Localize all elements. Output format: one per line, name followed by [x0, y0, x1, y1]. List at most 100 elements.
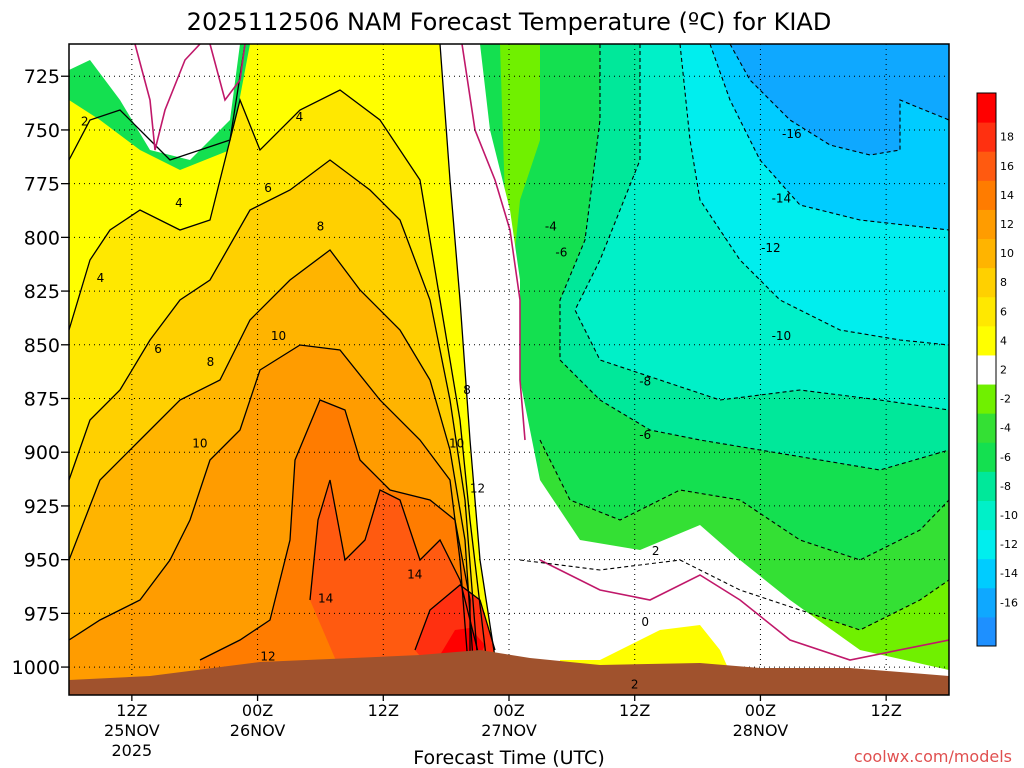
colorbar-label: 6: [1000, 305, 1007, 318]
band-minus-2: [480, 44, 540, 250]
colorbar-label: 4: [1000, 334, 1007, 347]
colorbar-label: 14: [1000, 189, 1014, 202]
contour-label: 4: [97, 271, 105, 285]
x-tick-year: 2025: [111, 741, 152, 760]
contour-label: 8: [317, 220, 325, 234]
colorbar-swatch: [977, 209, 996, 240]
y-tick-label: 900: [24, 442, 60, 464]
y-tick-label: 850: [24, 335, 60, 357]
colorbar-label: 16: [1000, 160, 1014, 173]
colorbar-swatch: [977, 529, 996, 560]
colorbar-swatch: [977, 442, 996, 472]
x-tick-label: 00Z: [493, 701, 524, 720]
contour-label: 4: [175, 196, 183, 210]
band-minus-16: [730, 44, 949, 155]
colorbar-frame: [976, 92, 997, 647]
x-tick-date: 25NOV: [104, 721, 160, 740]
colorbar-swatch: [977, 354, 996, 385]
x-tick-label: 00Z: [745, 701, 776, 720]
contour-label: 0: [641, 615, 649, 629]
colorbar-swatch: [977, 180, 996, 210]
x-tick-date: 27NOV: [481, 721, 537, 740]
contour-label: 14: [407, 568, 422, 582]
contour-label: 14: [318, 591, 333, 605]
contour-label: -6: [639, 428, 651, 442]
colorbar-swatch: [977, 587, 996, 618]
y-tick-label: 750: [24, 120, 60, 142]
colorbar-label: -12: [1000, 538, 1018, 551]
x-tick-date: 26NOV: [230, 721, 286, 740]
contour-label: 8: [207, 355, 215, 369]
x-tick-label: 12Z: [619, 701, 650, 720]
chart-title: 2025112506 NAM Forecast Temperature (ºC)…: [187, 8, 832, 36]
colorbar-label: 12: [1000, 218, 1014, 231]
colorbar-swatch: [977, 325, 996, 356]
contour-label: 12: [260, 649, 275, 663]
contour-label: 10: [271, 329, 286, 343]
colorbar-swatch: [977, 296, 996, 327]
colorbar-swatch: [977, 151, 996, 181]
x-tick-label: 12Z: [870, 701, 901, 720]
contour-labels: 2 4 4 4 6 6 8 8 10 10 8 10 12 14 14 12 -4 -6 -8 -6 2 0 2 -16 -14…: [81, 110, 802, 691]
contour-label: -10: [772, 329, 792, 343]
colorbar-swatch: [977, 558, 996, 589]
terrain-ground: [69, 650, 949, 695]
contour-label: 6: [264, 181, 272, 195]
colorbar-swatch: [977, 413, 996, 443]
contour-label: -14: [772, 192, 792, 206]
contour-label: -12: [761, 241, 781, 255]
colorbar-label: 8: [1000, 276, 1007, 289]
contour-label: 10: [192, 437, 207, 451]
contour-label: 2: [631, 677, 639, 691]
colorbar-swatch: [977, 500, 996, 531]
contour-label: 2: [81, 114, 89, 128]
contour-label: 12: [470, 482, 485, 496]
x-axis-label: Forecast Time (UTC): [413, 747, 604, 768]
colorbar-label: 18: [1000, 131, 1014, 144]
band-freezing: [440, 44, 949, 695]
cold-contours: [519, 44, 949, 631]
y-tick-label: 925: [24, 496, 60, 518]
grid-lines: [69, 44, 949, 695]
y-tick-label: 875: [24, 389, 60, 411]
contour-label: 6: [154, 342, 162, 356]
colorbar-swatch: [977, 384, 996, 414]
colorbar-label: -16: [1000, 596, 1018, 609]
colorbar-label: 10: [1000, 247, 1014, 260]
y-tick-label: 975: [24, 603, 60, 625]
contour-label: 2: [652, 544, 660, 558]
y-tick-label: 1000: [12, 657, 60, 679]
x-tick-label: 00Z: [242, 701, 273, 720]
x-tick-date: 28NOV: [733, 721, 789, 740]
plot-area: [69, 44, 949, 695]
colorbar-label: -2: [1000, 393, 1011, 406]
colorbar-swatch: [977, 238, 996, 269]
contour-label: 4: [296, 110, 304, 124]
warm-contours: [69, 44, 501, 691]
freezing-contours: [134, 44, 949, 661]
band-freezing-upper-left: [69, 44, 240, 160]
contour-label: 8: [463, 383, 471, 397]
contour-label: -16: [782, 127, 802, 141]
colorbar-swatch: [977, 471, 996, 501]
colorbar-label: -6: [1000, 451, 1011, 464]
contour-label: -8: [639, 374, 651, 388]
colorbar-swatch: [977, 267, 996, 298]
x-tick-label: 12Z: [368, 701, 399, 720]
colorbar: -16 -14 -12 -10 -8 -6 -4 -2 2 4 6 8 10 12 14 16 18: [976, 92, 1018, 647]
colorbar-swatch: [977, 93, 996, 123]
contour-label: -4: [545, 220, 557, 234]
y-tick-label: 800: [24, 227, 60, 249]
y-tick-label: 825: [24, 281, 60, 303]
colorbar-label: -10: [1000, 509, 1018, 522]
colorbar-label: -14: [1000, 567, 1018, 580]
y-tick-label: 950: [24, 550, 60, 572]
x-tick-label: 12Z: [116, 701, 147, 720]
colorbar-label: -4: [1000, 422, 1011, 435]
credit-text: coolwx.com/models: [854, 747, 1012, 766]
colorbar-swatch: [977, 616, 996, 647]
contour-label: 10: [449, 437, 464, 451]
y-axis: 725 750 775 800 825 850 875 900 925 950 975 1000: [12, 66, 69, 679]
